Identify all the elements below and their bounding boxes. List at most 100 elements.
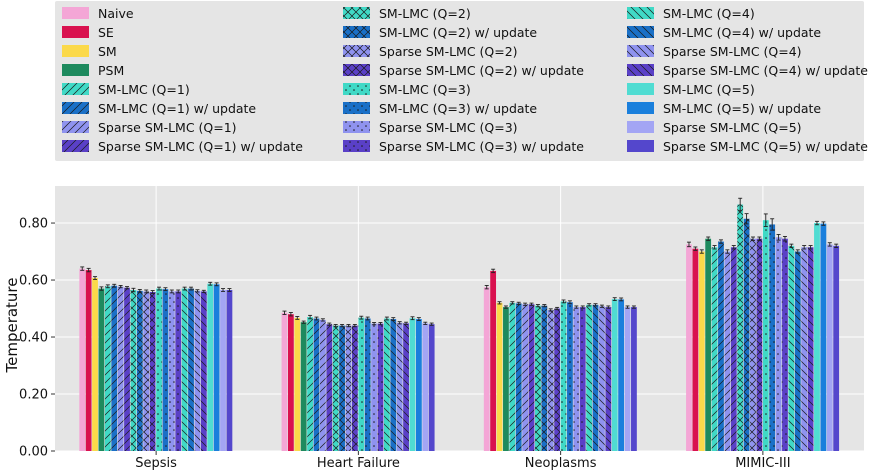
bar-sm-mimic-iii (698, 251, 705, 451)
bar-se-mimic-iii (692, 248, 699, 451)
legend-item-sm-lmc-q-5-w-update: SM-LMC (Q=5) w/ update (627, 101, 821, 116)
legend-label: SM-LMC (Q=1) w/ update (98, 101, 256, 116)
legend-label: Sparse SM-LMC (Q=4) w/ update (663, 63, 868, 78)
legend-label: Sparse SM-LMC (Q=5) w/ update (663, 139, 868, 154)
bar-sm-lmc-q-5-neoplasms (611, 299, 618, 451)
bar-sm-lmc-q-4-w-update-sepsis (188, 288, 194, 451)
legend-label: SM-LMC (Q=3) (379, 82, 471, 97)
bar-sm-lmc-q-2-w-update-sepsis (136, 290, 143, 451)
legend-swatch (627, 26, 654, 38)
bar-sparse-sm-lmc-q-4-w-update-sepsis (200, 291, 207, 451)
bar-se-heart-failure (287, 314, 294, 451)
y-tick-label: 0.40 (19, 331, 48, 346)
legend-swatch (62, 121, 89, 133)
bar-sm-lmc-q-5-w-update-sepsis (213, 284, 220, 451)
bar-sm-lmc-q-3-w-update-mimic-iii (769, 224, 776, 451)
legend-box (55, 1, 864, 161)
legend-swatch (62, 26, 89, 38)
legend-item-sparse-sm-lmc-q-5: Sparse SM-LMC (Q=5) (627, 120, 802, 135)
bar-psm-neoplasms (503, 307, 509, 451)
legend-item-sparse-sm-lmc-q-4-w-update: Sparse SM-LMC (Q=4) w/ update (627, 63, 868, 78)
bar-sparse-sm-lmc-q-1-mimic-iii (724, 251, 731, 451)
legend-label: SM-LMC (Q=4) (663, 6, 755, 21)
legend-swatch (62, 102, 89, 114)
bar-sm-lmc-q-2-w-update-heart-failure (339, 325, 345, 451)
legend-swatch (343, 7, 370, 19)
bar-sparse-sm-lmc-q-2-mimic-iii (750, 238, 756, 451)
bar-sm-lmc-q-5-w-update-mimic-iii (820, 223, 827, 451)
legend-item-sm-lmc-q-4: SM-LMC (Q=4) (627, 6, 755, 21)
bar-sm-lmc-q-5-w-update-heart-failure (415, 319, 422, 451)
y-tick-label: 0.00 (19, 445, 48, 460)
bar-sm-lmc-q-2-mimic-iii (737, 204, 744, 451)
bar-naive-mimic-iii (686, 244, 692, 451)
legend-swatch (62, 83, 89, 95)
bar-sm-lmc-q-3-mimic-iii (762, 220, 769, 451)
bar-sparse-sm-lmc-q-5-w-update-mimic-iii (833, 245, 840, 451)
bar-sm-lmc-q-1-heart-failure (307, 317, 313, 451)
bar-sm-lmc-q-2-w-update-mimic-iii (743, 218, 750, 451)
legend-label: SM-LMC (Q=2) w/ update (379, 25, 537, 40)
bar-sparse-sm-lmc-q-3-neoplasms (573, 307, 580, 451)
bar-sparse-sm-lmc-q-2-w-update-sepsis (149, 292, 156, 451)
legend-label: Sparse SM-LMC (Q=2) w/ update (379, 63, 584, 78)
bar-sparse-sm-lmc-q-5-mimic-iii (826, 244, 833, 451)
bar-sm-lmc-q-3-w-update-neoplasms (567, 302, 573, 451)
bar-sparse-sm-lmc-q-2-heart-failure (345, 325, 352, 451)
legend-item-sparse-sm-lmc-q-3-w-update: Sparse SM-LMC (Q=3) w/ update (343, 139, 584, 154)
bar-sparse-sm-lmc-q-2-w-update-mimic-iii (756, 238, 763, 451)
legend-swatch (62, 45, 89, 57)
bar-sparse-sm-lmc-q-5-w-update-heart-failure (428, 324, 435, 451)
bar-sparse-sm-lmc-q-5-neoplasms (624, 307, 631, 451)
bar-sm-neoplasms (496, 302, 503, 451)
bar-sparse-sm-lmc-q-4-mimic-iii (801, 247, 808, 451)
legend-item-sm-lmc-q-1-w-update: SM-LMC (Q=1) w/ update (62, 101, 256, 116)
legend-swatch (343, 26, 370, 38)
bar-se-sepsis (85, 270, 92, 451)
legend-item-sm-lmc-q-2: SM-LMC (Q=2) (343, 6, 471, 21)
bar-sparse-sm-lmc-q-4-w-update-neoplasms (605, 307, 612, 451)
bar-sparse-sm-lmc-q-3-w-update-sepsis (175, 291, 182, 451)
legend-swatch (343, 83, 370, 95)
bar-sm-lmc-q-5-sepsis (207, 283, 214, 451)
legend-swatch (627, 45, 654, 57)
legend-swatch (62, 7, 89, 19)
bar-sm-lmc-q-5-w-update-neoplasms (618, 299, 625, 451)
legend-item-sparse-sm-lmc-q-1-w-update: Sparse SM-LMC (Q=1) w/ update (62, 139, 303, 154)
bar-sm-lmc-q-4-neoplasms (586, 304, 593, 451)
bar-sm-lmc-q-4-heart-failure (383, 318, 390, 451)
bar-sparse-sm-lmc-q-4-heart-failure (396, 322, 403, 451)
bar-sm-lmc-q-3-w-update-heart-failure (364, 318, 371, 451)
y-tick-label: 0.20 (19, 388, 48, 403)
legend-item-sm-lmc-q-4-w-update: SM-LMC (Q=4) w/ update (627, 25, 821, 40)
legend-label: Sparse SM-LMC (Q=1) (98, 120, 237, 135)
legend-item-sparse-sm-lmc-q-2: Sparse SM-LMC (Q=2) (343, 44, 518, 59)
bar-psm-sepsis (98, 288, 105, 451)
bar-sm-lmc-q-5-heart-failure (409, 318, 416, 451)
legend-item-psm: PSM (62, 63, 124, 78)
bar-sm-lmc-q-1-mimic-iii (711, 247, 718, 451)
legend-item-sm-lmc-q-1: SM-LMC (Q=1) (62, 82, 190, 97)
legend-swatch (343, 140, 370, 152)
bar-sm-lmc-q-2-w-update-neoplasms (541, 305, 548, 451)
legend-label: Sparse SM-LMC (Q=1) w/ update (98, 139, 303, 154)
bar-sparse-sm-lmc-q-4-neoplasms (599, 306, 605, 451)
legend-label: SM-LMC (Q=4) w/ update (663, 25, 821, 40)
bar-sparse-sm-lmc-q-3-sepsis (168, 291, 175, 451)
legend-label: Sparse SM-LMC (Q=3) w/ update (379, 139, 584, 154)
bar-sm-lmc-q-4-w-update-neoplasms (592, 304, 599, 451)
bar-sm-lmc-q-1-w-update-sepsis (111, 285, 118, 451)
bar-sm-lmc-q-4-mimic-iii (788, 245, 795, 451)
legend-item-sm-lmc-q-2-w-update: SM-LMC (Q=2) w/ update (343, 25, 537, 40)
bar-sm-lmc-q-4-w-update-mimic-iii (794, 251, 801, 451)
bar-naive-neoplasms (483, 287, 490, 451)
y-tick-label: 0.60 (19, 274, 48, 289)
bar-sparse-sm-lmc-q-1-neoplasms (522, 304, 529, 451)
legend-swatch (62, 140, 89, 152)
legend-label: SM-LMC (Q=5) w/ update (663, 101, 821, 116)
x-tick-label: Heart Failure (317, 456, 400, 471)
bar-sparse-sm-lmc-q-3-mimic-iii (775, 237, 782, 451)
bar-sparse-sm-lmc-q-1-w-update-heart-failure (326, 324, 333, 451)
bar-sparse-sm-lmc-q-2-neoplasms (547, 309, 554, 451)
bar-psm-heart-failure (300, 322, 307, 451)
